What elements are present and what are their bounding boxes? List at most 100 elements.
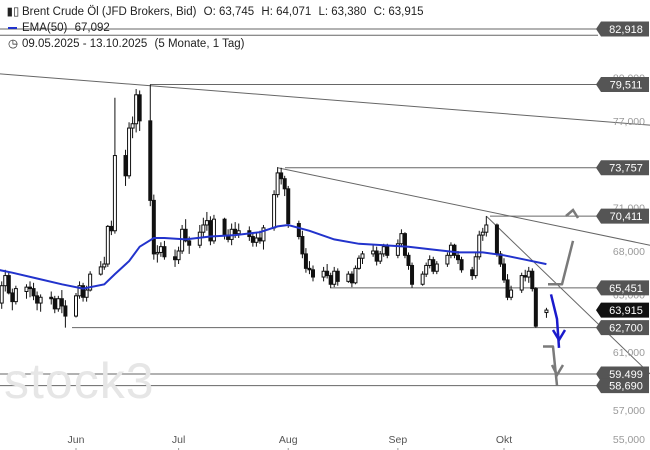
x-tick-label: Okt bbox=[496, 434, 512, 446]
projection-arrows bbox=[543, 208, 580, 386]
candle-body bbox=[494, 224, 499, 255]
price-label-bg bbox=[596, 366, 649, 382]
candle-body bbox=[102, 263, 107, 268]
candle-body bbox=[0, 285, 4, 304]
instrument-name: Brent Crude Öl (JFD Brokers, Bid) bbox=[22, 6, 197, 18]
price-label-text: 70,411 bbox=[610, 211, 643, 223]
candle-body bbox=[300, 236, 305, 255]
candle-body bbox=[56, 298, 61, 310]
candle-body bbox=[381, 246, 386, 255]
clock-icon: ◷ bbox=[7, 38, 19, 50]
candle-body bbox=[6, 275, 11, 294]
candle-body bbox=[183, 228, 188, 242]
y-tick-label: 68,000 bbox=[613, 246, 645, 258]
period-label: (5 Monate, 1 Tag) bbox=[154, 38, 245, 50]
candle-body bbox=[349, 273, 354, 284]
price-level-label: 82,918 bbox=[596, 21, 649, 37]
price-label-bg bbox=[596, 77, 649, 93]
candle-body bbox=[84, 289, 89, 298]
candle-body bbox=[257, 237, 262, 242]
arrow-down-gray-head bbox=[550, 364, 565, 378]
price-label-bg bbox=[596, 208, 649, 224]
x-tick-label: Sep bbox=[389, 434, 408, 446]
candle-body bbox=[98, 266, 103, 275]
candle-body bbox=[134, 94, 139, 125]
candle-body bbox=[530, 270, 535, 290]
candle-body bbox=[356, 257, 361, 269]
candle-body bbox=[148, 120, 153, 201]
candle-body bbox=[346, 273, 351, 282]
candle-body bbox=[502, 263, 506, 281]
price-label-bg bbox=[596, 302, 649, 318]
candle-body bbox=[328, 275, 333, 285]
trend-lines bbox=[0, 73, 650, 375]
candle-body bbox=[208, 220, 213, 242]
price-label-text: 65,451 bbox=[609, 283, 643, 295]
candle-body bbox=[533, 288, 538, 327]
candle-body bbox=[162, 246, 167, 258]
x-axis-ticks: Jun Jul Aug Sep Okt bbox=[68, 434, 512, 450]
close-value: C: 63,915 bbox=[373, 6, 424, 18]
candle-body bbox=[431, 259, 436, 272]
candle-body bbox=[395, 243, 400, 256]
candle-body bbox=[35, 295, 40, 304]
candle-body bbox=[310, 269, 315, 278]
candle-body bbox=[155, 251, 160, 255]
candle-body bbox=[13, 288, 18, 303]
arrow-up-gray bbox=[548, 240, 575, 286]
candle-body bbox=[52, 298, 57, 310]
candle-body bbox=[434, 263, 439, 272]
candle-body bbox=[112, 155, 117, 232]
candle-body bbox=[371, 250, 376, 255]
candle-body bbox=[151, 199, 156, 255]
candle-body bbox=[279, 172, 284, 180]
candle-body bbox=[374, 250, 379, 262]
candle-body bbox=[459, 259, 464, 271]
candle-body bbox=[38, 296, 43, 304]
candle-body bbox=[402, 233, 407, 256]
candle-body bbox=[296, 223, 301, 238]
price-label-text: 59,499 bbox=[609, 369, 643, 381]
price-label-text: 79,511 bbox=[610, 80, 643, 92]
price-label-text: 82,918 bbox=[609, 24, 643, 36]
candle-body bbox=[325, 270, 330, 277]
candle-body bbox=[222, 218, 227, 236]
candle-body bbox=[452, 244, 457, 256]
candle-body bbox=[105, 225, 110, 265]
candle-body bbox=[204, 220, 209, 226]
candle-body bbox=[424, 264, 429, 275]
arrow-up-gray-head bbox=[565, 208, 580, 219]
low-value: L: 63,380 bbox=[318, 6, 367, 18]
arrow-down-gray bbox=[543, 345, 559, 386]
candle-body bbox=[130, 123, 135, 129]
price-label-text: 73,757 bbox=[609, 163, 643, 175]
price-level-label: 58,690 bbox=[596, 378, 649, 394]
candle-body bbox=[480, 231, 485, 236]
price-label-bg bbox=[596, 280, 649, 296]
candle-body bbox=[303, 253, 308, 269]
candle-body bbox=[473, 256, 478, 277]
candle-body bbox=[448, 244, 453, 256]
candle-body bbox=[81, 285, 86, 298]
candle-body bbox=[201, 224, 206, 233]
y-tick-label: 77,000 bbox=[613, 116, 645, 128]
ema-line bbox=[0, 223, 547, 290]
date-range: 09.05.2025 - 13.10.2025 bbox=[22, 38, 148, 50]
candle-body bbox=[445, 254, 450, 265]
candle-body bbox=[360, 253, 365, 259]
candle-body bbox=[526, 270, 531, 278]
candle-body bbox=[59, 298, 64, 307]
candle-body bbox=[158, 246, 163, 253]
candle-body bbox=[123, 155, 128, 177]
price-label-text: 58,690 bbox=[609, 381, 643, 393]
candle-body bbox=[509, 289, 514, 298]
candle-body bbox=[335, 270, 340, 282]
price-label-bg bbox=[596, 320, 649, 336]
y-tick-label: 57,000 bbox=[613, 405, 645, 417]
candle-body bbox=[88, 273, 93, 291]
candle-body bbox=[77, 285, 82, 297]
candle-body bbox=[523, 275, 528, 278]
candle-body bbox=[173, 256, 178, 261]
last-price-label: 63,915 bbox=[596, 302, 649, 318]
